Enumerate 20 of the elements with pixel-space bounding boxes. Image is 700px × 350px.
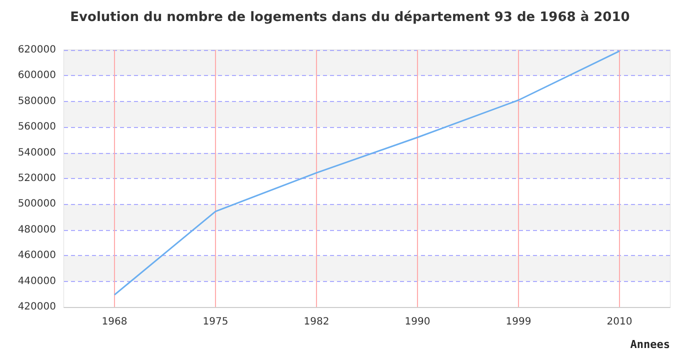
y-tick-label: 420000: [18, 302, 56, 312]
y-tick-label: 560000: [18, 122, 56, 133]
line-series: [114, 50, 620, 296]
x-tick-label: 1968: [102, 316, 128, 328]
y-tick-label: 540000: [18, 147, 56, 158]
x-tick-label: 1982: [304, 316, 330, 328]
x-axis-title: Annees: [630, 338, 670, 350]
x-tick-label: 2010: [606, 316, 632, 328]
y-tick-label: 600000: [18, 70, 56, 82]
y-tick-label: 480000: [18, 224, 56, 236]
y-tick-label: 500000: [18, 198, 56, 210]
x-tick-label: 1990: [404, 316, 430, 328]
x-tick-label: 1999: [506, 316, 532, 328]
y-tick-label: 580000: [18, 96, 56, 107]
y-tick-label: 460000: [18, 250, 56, 262]
y-tick-label: 520000: [18, 173, 56, 184]
y-tick-label: 440000: [18, 276, 56, 287]
y-tick-label: 620000: [18, 44, 56, 56]
chart-title: Evolution du nombre de logements dans du département 93 de 1968 à 2010: [70, 10, 630, 25]
x-tick-label: 1975: [202, 316, 228, 328]
